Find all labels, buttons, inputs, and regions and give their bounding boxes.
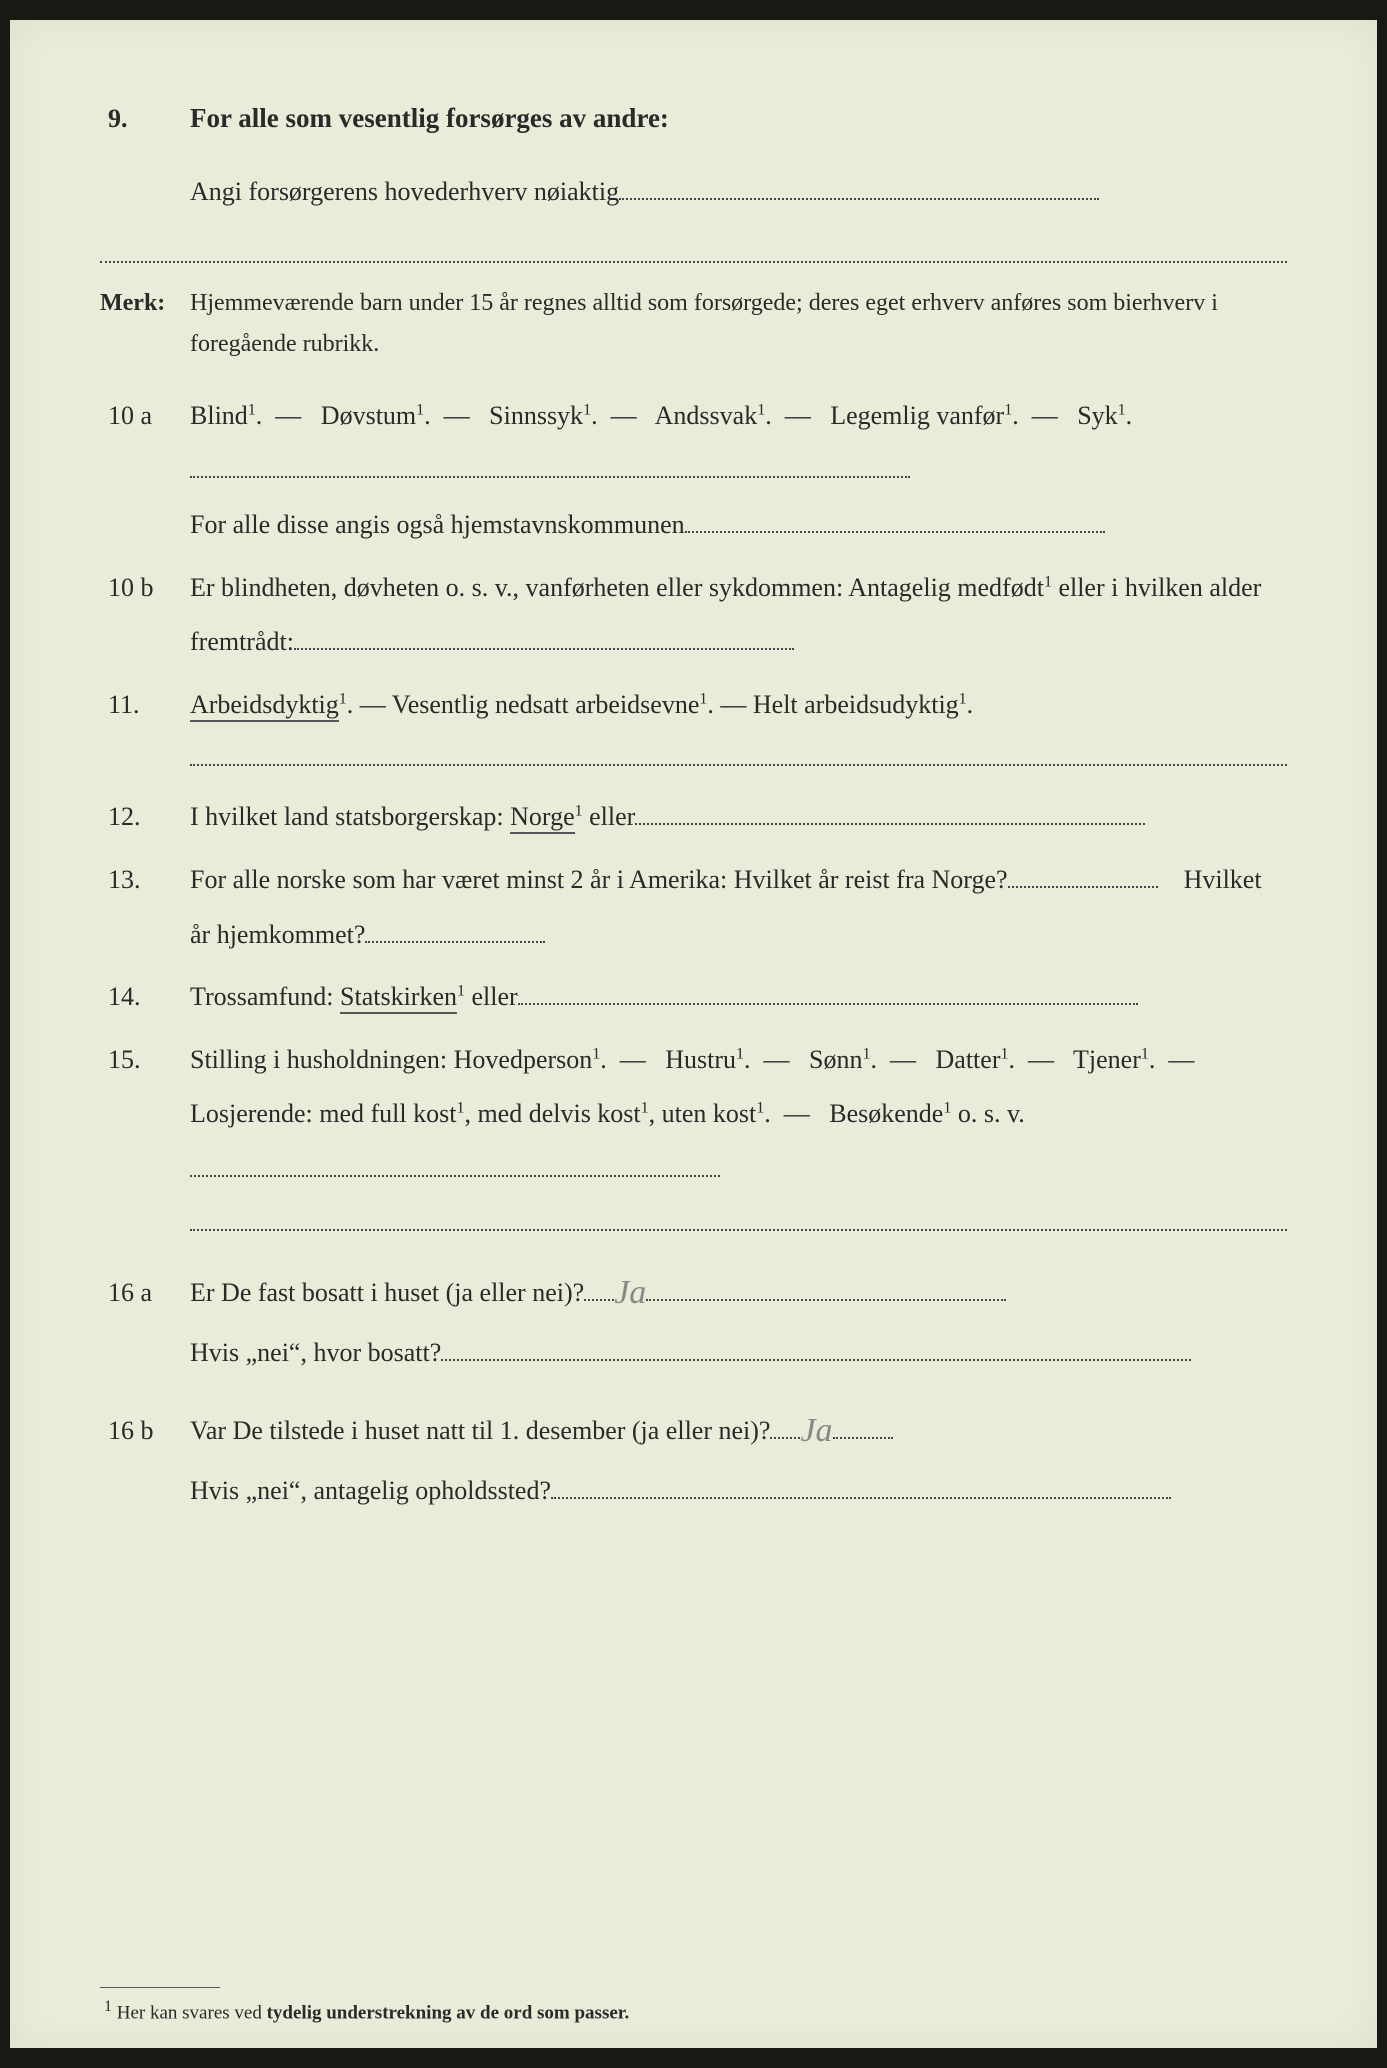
- q15-datter: Datter: [936, 1045, 1001, 1074]
- q12-text: I hvilket land statsborgerskap:: [190, 802, 510, 831]
- q16b-fill-pre: [770, 1437, 800, 1439]
- merk-row: Merk: Hjemmeværende barn under 15 år reg…: [100, 281, 1287, 365]
- q10b-row: 10 b Er blindheten, døvheten o. s. v., v…: [100, 561, 1287, 670]
- q10a-number: 10 a: [100, 391, 190, 440]
- q14-row: 14. Trossamfund: Statskirken1 eller: [100, 970, 1287, 1025]
- q10a-opt-blind: Blind: [190, 401, 248, 430]
- q10b-fill: [294, 648, 794, 650]
- q15-besok: Besøkende: [829, 1099, 943, 1128]
- q16b-answer: Ja: [800, 1395, 832, 1466]
- q12-text2: eller: [589, 802, 635, 831]
- q15-osv: o. s. v.: [951, 1099, 1024, 1128]
- q16a-number: 16 a: [100, 1268, 190, 1317]
- q10a-row: 10 a Blind1. — Døvstum1. — Sinnssyk1. — …: [100, 389, 1287, 553]
- q12-content: I hvilket land statsborgerskap: Norge1 e…: [190, 790, 1287, 845]
- q15-losj: Losjerende: med full kost: [190, 1099, 456, 1128]
- q9-number: 9.: [100, 94, 190, 143]
- q16b-row: 16 b Var De tilstede i huset natt til 1.…: [100, 1393, 1287, 1519]
- q16a-answer: Ja: [614, 1257, 646, 1328]
- divider-after-q9: [100, 261, 1287, 263]
- divider-after-q11: [190, 764, 1287, 766]
- q11-row: 11. Arbeidsdyktig1. — Vesentlig nedsatt …: [100, 678, 1287, 733]
- q13-text1: For alle norske som har været minst 2 år…: [190, 865, 1008, 894]
- q15-tjener: Tjener: [1073, 1045, 1141, 1074]
- q14-underlined: Statskirken: [340, 982, 457, 1014]
- q16a-fill: [646, 1299, 1006, 1301]
- q10a-opt-vanfor: Legemlig vanfør: [830, 401, 1004, 430]
- q11-opt3: Helt arbeidsudyktig: [753, 690, 959, 719]
- census-form-page: 9. For alle som vesentlig forsørges av a…: [10, 20, 1377, 2048]
- q9-title: For alle som vesentlig forsørges av andr…: [190, 90, 1287, 147]
- q9-line: Angi forsørgerens hovederhverv nøiaktig: [190, 165, 1287, 220]
- footnote-rule: [100, 1987, 220, 1988]
- q9-fill-line: [619, 198, 1099, 200]
- q16b-content: Var De tilstede i huset natt til 1. dese…: [190, 1393, 1287, 1519]
- q14-text: Trossamfund:: [190, 982, 340, 1011]
- q15-content: Stilling i husholdningen: Hovedperson1. …: [190, 1033, 1287, 1197]
- q15-sonn: Sønn: [809, 1045, 862, 1074]
- q9-row: 9. For alle som vesentlig forsørges av a…: [100, 90, 1287, 147]
- footnote-text2: tydelig understrekning av de ord som pas…: [267, 2002, 630, 2023]
- q11-content: Arbeidsdyktig1. — Vesentlig nedsatt arbe…: [190, 678, 1287, 733]
- q14-text2: eller: [472, 982, 518, 1011]
- merk-label: Merk:: [100, 281, 190, 327]
- q11-number: 11.: [100, 680, 190, 729]
- merk-text: Hjemmeværende barn under 15 år regnes al…: [190, 283, 1287, 365]
- q13-content: For alle norske som har været minst 2 år…: [190, 853, 1287, 962]
- q15-number: 15.: [100, 1035, 190, 1084]
- q16b-fill2: [551, 1497, 1171, 1499]
- q16a-text: Er De fast bosatt i huset (ja eller nei)…: [190, 1278, 584, 1307]
- q10a-fill2: [685, 531, 1105, 533]
- q16a-fill-pre: [584, 1299, 614, 1301]
- q12-number: 12.: [100, 792, 190, 841]
- q10a-line2: For alle disse angis også hjemstavnskomm…: [190, 510, 685, 539]
- q10a-opt-dovstum: Døvstum: [321, 401, 416, 430]
- footnote-num: 1: [104, 1998, 112, 2015]
- footnote: 1 Her kan svares ved tydelig understrekn…: [100, 1998, 1287, 2024]
- q10a-content: Blind1. — Døvstum1. — Sinnssyk1. — Andss…: [190, 389, 1287, 553]
- q10a-opt-andssvak: Andssvak: [655, 401, 758, 430]
- q10a-fill1: [190, 476, 910, 478]
- q16a-line2: Hvis „nei“, hvor bosatt?: [190, 1338, 441, 1367]
- q16b-number: 16 b: [100, 1406, 190, 1455]
- q11-opt2: Vesentlig nedsatt arbeidsevne: [392, 690, 700, 719]
- q15-fill: [190, 1175, 720, 1177]
- q12-underlined: Norge: [510, 802, 575, 834]
- q16a-content: Er De fast bosatt i huset (ja eller nei)…: [190, 1255, 1287, 1381]
- q16b-text: Var De tilstede i huset natt til 1. dese…: [190, 1416, 770, 1445]
- q13-fill2: [365, 941, 545, 943]
- q10a-opt-sinnssyk: Sinnssyk: [489, 401, 583, 430]
- q13-row: 13. For alle norske som har været minst …: [100, 853, 1287, 962]
- q15-hustru: Hustru: [665, 1045, 736, 1074]
- q15-text: Stilling i husholdningen: Hovedperson: [190, 1045, 592, 1074]
- q12-row: 12. I hvilket land statsborgerskap: Norg…: [100, 790, 1287, 845]
- q10a-opt-syk: Syk: [1077, 401, 1117, 430]
- q16a-row: 16 a Er De fast bosatt i huset (ja eller…: [100, 1255, 1287, 1381]
- q11-underlined: Arbeidsdyktig: [190, 690, 339, 722]
- q15-losj2: , med delvis kost: [464, 1099, 640, 1128]
- q14-fill: [518, 1003, 1138, 1005]
- divider-after-q15: [190, 1229, 1287, 1231]
- q14-content: Trossamfund: Statskirken1 eller: [190, 970, 1287, 1025]
- q13-number: 13.: [100, 855, 190, 904]
- q10b-text1: Er blindheten, døvheten o. s. v., vanfør…: [190, 573, 1044, 602]
- q15-row: 15. Stilling i husholdningen: Hovedperso…: [100, 1033, 1287, 1197]
- q12-fill: [635, 823, 1145, 825]
- footnote-text1: Her kan svares ved: [117, 2002, 267, 2023]
- q9-prompt: Angi forsørgerens hovederhverv nøiaktig: [190, 177, 619, 206]
- q16b-line2: Hvis „nei“, antagelig opholdssted?: [190, 1476, 551, 1505]
- blank-space: [100, 1527, 1287, 1987]
- q13-fill1: [1008, 886, 1158, 888]
- q16a-fill2: [441, 1359, 1191, 1361]
- q10b-content: Er blindheten, døvheten o. s. v., vanfør…: [190, 561, 1287, 670]
- q16b-fill: [833, 1437, 893, 1439]
- q15-losj3: , uten kost: [649, 1099, 757, 1128]
- q10b-number: 10 b: [100, 563, 190, 612]
- q14-number: 14.: [100, 972, 190, 1021]
